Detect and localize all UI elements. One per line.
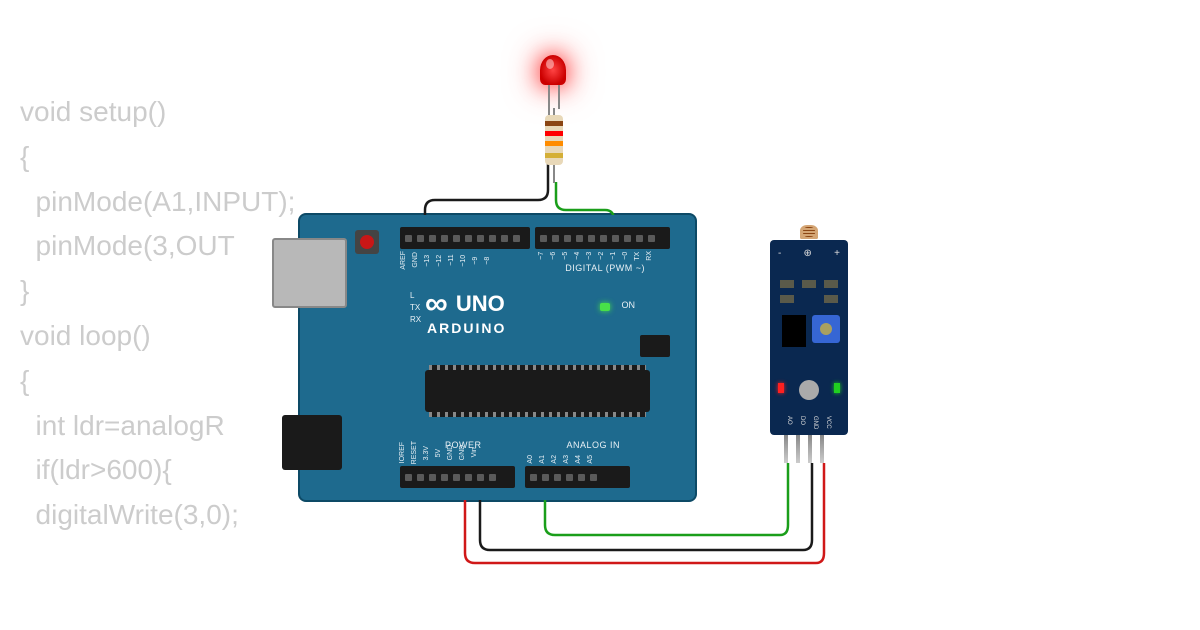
power-label: POWER — [445, 440, 482, 450]
resistor-lead — [553, 165, 555, 183]
analog-label: ANALOG IN — [566, 440, 620, 450]
arduino-logo: ∞ UNO — [425, 285, 505, 322]
potentiometer — [812, 315, 840, 343]
code-line: { — [20, 135, 295, 180]
reset-button — [355, 230, 379, 254]
infinity-icon: ∞ — [425, 285, 442, 322]
ldr-pin-header — [784, 435, 824, 463]
smd-component — [824, 280, 838, 288]
pin-header-bottom-left — [400, 466, 515, 488]
pin-labels: A0A1 A2A3 A4A5 — [527, 455, 599, 464]
digital-label: DIGITAL (PWM ~) — [565, 263, 645, 273]
resistor-band — [545, 131, 563, 136]
code-line: pinMode(A1,INPUT); — [20, 180, 295, 225]
code-line: pinMode(3,OUT — [20, 224, 295, 269]
smd-component — [802, 280, 816, 288]
resistor-band — [545, 153, 563, 158]
side-labels: L TX RX — [410, 290, 421, 326]
code-line: int ldr=analogR — [20, 404, 295, 449]
smd-component — [780, 280, 794, 288]
ldr-status-led — [834, 383, 840, 393]
code-line: void loop() — [20, 314, 295, 359]
code-line: { — [20, 359, 295, 404]
on-label: ON — [622, 300, 636, 310]
comparator-chip — [782, 315, 806, 347]
ldr-sensor — [800, 225, 818, 239]
isp-header — [640, 335, 670, 357]
on-led-indicator — [600, 303, 610, 311]
polarity-marks: - ⊕ + — [778, 248, 840, 259]
model-text: UNO — [456, 291, 505, 317]
resistor-band — [545, 141, 563, 146]
brand-text: ARDUINO — [427, 320, 506, 336]
pin-header-top-right — [535, 227, 670, 249]
ldr-pin-labels: AO DO GND VCC — [784, 416, 831, 429]
arduino-board: AREFGND ~13~12 ~11~10 ~9~8 ~7~6 ~5~4 ~3~… — [300, 215, 695, 500]
resistor-band — [545, 121, 563, 126]
ldr-module-board: - ⊕ + AO DO GND VCC — [770, 240, 848, 435]
code-line: } — [20, 269, 295, 314]
led-leg — [558, 85, 560, 109]
smd-component — [824, 295, 838, 303]
pin-header-top-left — [400, 227, 530, 249]
smd-component — [780, 295, 794, 303]
pin-labels: AREFGND ~13~12 ~11~10 ~9~8 — [400, 251, 496, 270]
pin-labels: ~7~6 ~5~4 ~3~2 ~1~0 TXRX — [538, 251, 658, 261]
usb-port — [272, 238, 347, 308]
led-component — [540, 55, 566, 85]
pin-header-bottom-right — [525, 466, 630, 488]
ldr-power-led — [778, 383, 784, 393]
code-line: digitalWrite(3,0); — [20, 493, 295, 538]
power-jack — [282, 415, 342, 470]
code-line: void setup() — [20, 90, 295, 135]
mounting-hole — [799, 380, 819, 400]
atmega-chip — [425, 370, 650, 412]
code-line: if(ldr>600){ — [20, 448, 295, 493]
resistor-component — [545, 115, 563, 165]
led-leg — [548, 85, 550, 115]
code-snippet: void setup() { pinMode(A1,INPUT); pinMod… — [20, 90, 295, 538]
